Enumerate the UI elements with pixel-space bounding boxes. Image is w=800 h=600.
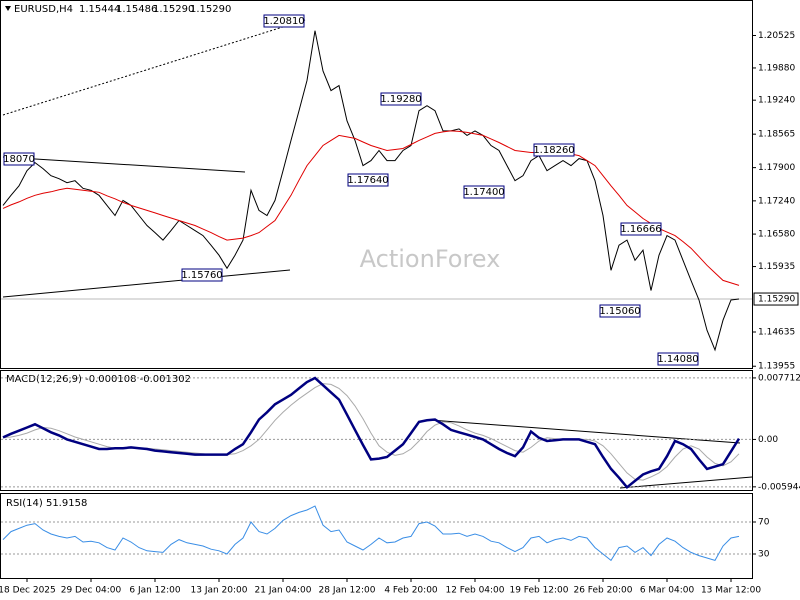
watermark: ActionForex — [360, 245, 501, 273]
symbol: EURUSD,H4 — [14, 4, 73, 15]
x-tick-label: 4 Feb 20:00 — [384, 586, 438, 596]
rsi-panel — [0, 493, 753, 579]
x-tick-label: 13 Jan 20:00 — [191, 586, 248, 596]
x-tick-label: 29 Dec 04:00 — [61, 586, 122, 596]
price-label: 1.14080 — [657, 354, 698, 365]
trendline — [2, 269, 291, 298]
header-close: 1.15290 — [190, 4, 231, 15]
price-label-box — [3, 152, 35, 166]
y-tick-label: 1.19240 — [758, 96, 795, 106]
series-line — [2, 130, 740, 286]
y-tick-label: 1.19880 — [758, 63, 795, 73]
menu-triangle — [5, 6, 11, 11]
main-panel — [0, 0, 753, 369]
y-tick-label: 1.20525 — [758, 31, 795, 41]
x-tick-label: 6 Jan 12:00 — [129, 586, 181, 596]
y-tick-label: 1.15935 — [758, 262, 795, 272]
x-tick-label: 6 Mar 04:00 — [640, 586, 695, 596]
header-high: 1.15486 — [116, 4, 157, 15]
x-tick-label: 12 Feb 04:00 — [445, 586, 504, 596]
price-label: 1.16666 — [620, 224, 661, 235]
x-tick-label: 19 Feb 12:00 — [509, 586, 568, 596]
trendline — [429, 419, 741, 444]
series-line — [2, 30, 740, 352]
price-label-box — [533, 143, 575, 157]
series-line — [2, 383, 740, 481]
header-open: 1.15444 — [79, 4, 120, 15]
x-tick-label: 18 Dec 2025 — [0, 586, 56, 596]
series-line — [2, 505, 740, 562]
macd-title: MACD(12,26,9) -0.000108 -0.001302 — [6, 374, 191, 385]
y-tick-label: 0.00 — [758, 435, 778, 445]
price-label: 1.19280 — [380, 94, 421, 105]
y-tick-label: 1.17900 — [758, 163, 795, 173]
y-tick-label: 1.17240 — [758, 196, 795, 206]
y-tick-label: 1.13955 — [758, 362, 795, 372]
price-label: 1.17640 — [347, 175, 388, 186]
rsi-title: RSI(14) 51.9158 — [6, 498, 87, 509]
x-tick-label: 28 Jan 12:00 — [319, 586, 376, 596]
x-tick-label: 26 Feb 20:00 — [573, 586, 632, 596]
price-label: 1.15060 — [599, 306, 640, 317]
price-label-box — [181, 268, 223, 282]
y-tick-label: 70 — [758, 518, 770, 528]
current-price-box — [753, 292, 799, 306]
price-label-box — [263, 14, 305, 28]
y-tick-label: 1.14635 — [758, 328, 795, 338]
price-label: 1.17400 — [463, 187, 504, 198]
x-tick-label: 13 Mar 12:00 — [701, 586, 761, 596]
price-label-box — [380, 92, 422, 106]
x-tick-label: 21 Jan 04:00 — [255, 586, 312, 596]
trendline — [2, 156, 246, 173]
macd-panel — [0, 370, 753, 491]
price-label-box — [620, 222, 662, 236]
y-tick-label: -0.005944 — [758, 482, 800, 492]
trendline — [2, 19, 306, 116]
y-tick-label: 1.16580 — [758, 230, 795, 240]
header-low: 1.15290 — [153, 4, 194, 15]
price-label: 1.18260 — [533, 145, 574, 156]
price-label: 1.15760 — [181, 270, 222, 281]
series-line — [2, 376, 741, 490]
y-tick-label: 0.007712 — [758, 373, 800, 383]
price-label-box — [463, 185, 505, 199]
price-label-box — [599, 304, 641, 318]
current-price-label: 1.15290 — [758, 295, 795, 305]
trendline — [619, 476, 753, 489]
y-tick-label: 1.18565 — [758, 130, 795, 140]
price-label-box — [347, 173, 389, 187]
price-label-box — [657, 352, 699, 366]
price-label: 18070 — [3, 154, 35, 165]
price-label: 1.20810 — [263, 16, 304, 27]
y-tick-label: 30 — [758, 550, 770, 560]
